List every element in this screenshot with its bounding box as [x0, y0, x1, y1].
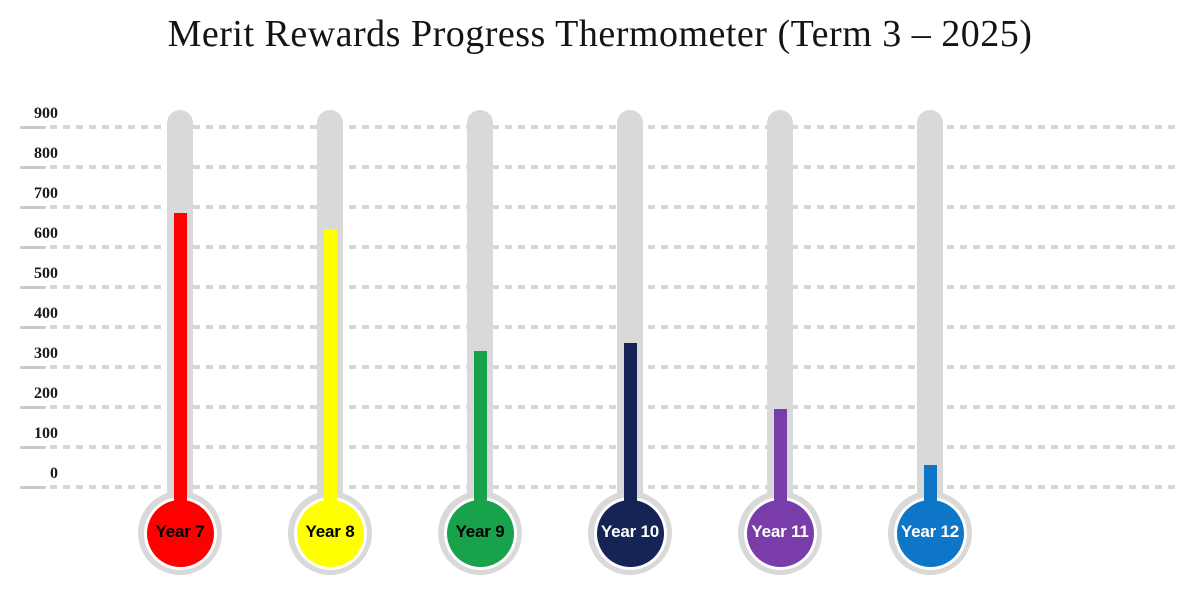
y-gridline-800 [50, 165, 1176, 169]
y-tick-label-100: 100 [34, 425, 58, 442]
thermometer-fill-year-10 [623, 343, 637, 533]
y-gridline-100 [50, 445, 1176, 449]
y-tick-mark-800 [20, 166, 46, 169]
thermometer-tube-year-12 [917, 110, 943, 533]
y-tick-label-200: 200 [34, 385, 58, 402]
thermometer-bulb-year-7 [146, 499, 214, 567]
y-gridline-700 [50, 205, 1176, 209]
y-gridline-300 [50, 365, 1176, 369]
y-gridline-500 [50, 285, 1176, 289]
y-tick-mark-200 [20, 406, 46, 409]
thermometer-bulb-year-8 [296, 499, 364, 567]
y-tick-label-700: 700 [34, 185, 58, 202]
bulb-label-year-9: Year 9 [455, 521, 505, 541]
y-tick-mark-100 [20, 446, 46, 449]
bulb-label-year-10: Year 10 [600, 521, 660, 541]
thermometer-bulb-year-10 [596, 499, 664, 567]
y-tick-mark-400 [20, 326, 46, 329]
y-tick-mark-500 [20, 286, 46, 289]
thermometer-bulb-year-9 [446, 499, 514, 567]
bulb-label-year-11: Year 11 [751, 521, 809, 541]
bulb-label-year-7: Year 7 [155, 521, 205, 541]
chart-title: Merit Rewards Progress Thermometer (Term… [167, 13, 1033, 55]
y-tick-label-0: 0 [50, 465, 58, 482]
bulb-label-year-8: Year 8 [305, 521, 355, 541]
bulb-label-year-12: Year 12 [900, 521, 960, 541]
thermometer-fill-year-7 [173, 213, 187, 533]
y-tick-label-900: 900 [34, 105, 58, 122]
y-gridline-400 [50, 325, 1176, 329]
thermometer-bulb-year-12 [896, 499, 964, 567]
y-tick-mark-0 [20, 486, 46, 489]
thermometer-fill-year-9 [473, 351, 487, 533]
y-tick-mark-300 [20, 366, 46, 369]
y-tick-label-800: 800 [34, 145, 58, 162]
y-gridline-200 [50, 405, 1176, 409]
y-tick-mark-900 [20, 126, 46, 129]
y-tick-label-600: 600 [34, 225, 58, 242]
y-tick-mark-700 [20, 206, 46, 209]
thermometer-fill-year-8 [323, 229, 337, 533]
y-gridline-0 [50, 485, 1176, 489]
thermometer-bulb-year-11 [746, 499, 814, 567]
y-tick-label-300: 300 [34, 345, 58, 362]
y-tick-label-500: 500 [34, 265, 58, 282]
y-gridline-600 [50, 245, 1176, 249]
y-tick-mark-600 [20, 246, 46, 249]
y-gridline-900 [50, 125, 1176, 129]
y-tick-label-400: 400 [34, 305, 58, 322]
